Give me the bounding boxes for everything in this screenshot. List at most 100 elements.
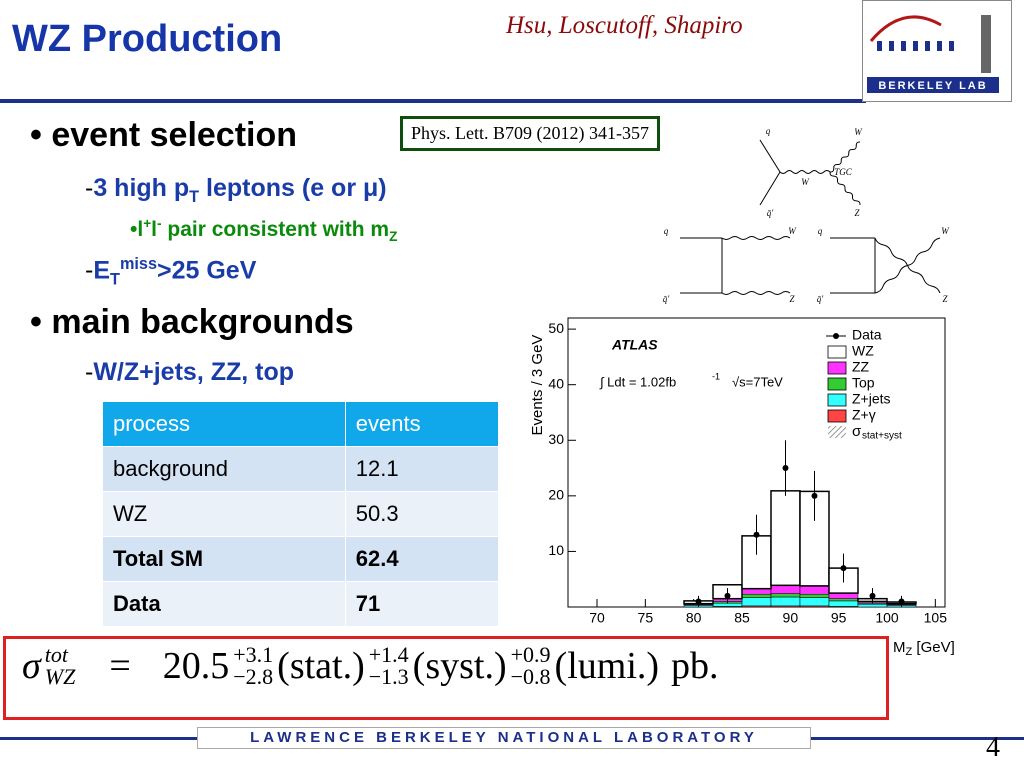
x-axis-label-part: [GeV] <box>912 639 955 656</box>
sub-sub-bullet: l+l- pair consistent with mZ <box>130 216 397 244</box>
table-row: background 12.1 <box>102 446 500 492</box>
histogram-bar <box>741 597 772 607</box>
diagram-label: Z <box>789 294 795 304</box>
data-point <box>753 531 760 538</box>
y-axis-label: Events / 3 GeV <box>529 335 546 436</box>
table-row: WZ 50.3 <box>102 491 500 537</box>
text: >25 GeV <box>157 256 257 285</box>
cell: WZ <box>102 491 346 537</box>
up: +0.9 <box>510 642 551 667</box>
histogram-bar <box>828 600 859 607</box>
data-point <box>811 492 818 499</box>
logo-text: BERKELEY LAB <box>878 80 987 92</box>
cell: 71 <box>344 581 500 627</box>
x-tick-label: 80 <box>686 610 702 626</box>
data-point <box>695 598 702 605</box>
boson-line <box>829 141 861 173</box>
boson-line <box>721 291 791 295</box>
x-tick-label: 70 <box>589 610 605 626</box>
unit: pb. <box>671 645 719 687</box>
logo-bar <box>867 77 999 93</box>
y-tick-label: 30 <box>548 431 564 447</box>
legend-label: σ <box>852 423 862 440</box>
bullet: main backgrounds <box>30 303 354 342</box>
diagram-label: W <box>941 226 950 236</box>
text: W/Z+jets, ZZ, top <box>93 358 295 386</box>
legend-swatch <box>828 426 846 438</box>
boson-line <box>721 236 791 240</box>
fermion-line <box>759 171 781 206</box>
superscript: tot <box>44 642 68 667</box>
page-number: 4 <box>986 732 1000 763</box>
formula: σ tot WZ = 20.5 +3.1 −2.8 (stat.) +1.4 −1.3… <box>22 644 719 688</box>
up: +1.4 <box>368 642 409 667</box>
uncertainty: +1.4 −1.3 <box>369 644 409 688</box>
diagram-label: TGC <box>834 167 853 177</box>
symbol: σ <box>22 645 41 687</box>
diagram-label: W <box>801 177 810 187</box>
subscript: Z <box>389 229 398 245</box>
bullet-text: main backgrounds <box>51 303 354 341</box>
legend-swatch <box>827 409 847 423</box>
cell: Data <box>102 581 346 627</box>
legend-label: Z+γ <box>852 407 876 423</box>
equals: = <box>109 645 131 687</box>
x-tick-label: 90 <box>783 610 799 626</box>
legend-swatch <box>827 345 847 359</box>
diagram-label: q̄′ <box>767 208 775 218</box>
legend-swatch <box>827 361 847 375</box>
experiment-label: ATLAS <box>611 337 658 353</box>
diagram-label: W <box>854 127 863 137</box>
text: 3 high p <box>93 174 190 202</box>
cell: Total SM <box>102 536 346 582</box>
histogram-bar <box>741 588 772 595</box>
diagram-label: Z <box>942 294 948 304</box>
subscript: WZ <box>44 664 76 689</box>
y-tick-label: 10 <box>548 542 564 558</box>
logo-arc <box>869 15 942 42</box>
legend-label: WZ <box>852 343 874 359</box>
footer-lab: LAWRENCE BERKELEY NATIONAL LABORATORY <box>197 727 811 749</box>
indices: tot WZ <box>45 644 76 688</box>
authors: Hsu, Loscutoff, Shapiro <box>506 12 743 39</box>
slide-title: WZ Production <box>12 18 283 60</box>
legend-symbol <box>833 333 839 339</box>
diagram-label: q̄′ <box>663 294 671 304</box>
diagram-label: Z <box>854 208 860 218</box>
title-rule <box>0 99 866 103</box>
logo: BERKELEY LAB <box>862 0 1012 102</box>
subscript: T <box>110 270 120 289</box>
histogram-bar <box>741 593 772 598</box>
uncertainty: +0.9 −0.8 <box>511 644 551 688</box>
luminosity: ∫ Ldt = 1.02fb <box>599 374 676 389</box>
x-tick-label: 75 <box>638 610 654 626</box>
bullet: event selection <box>30 116 297 155</box>
superscript: - <box>157 216 162 231</box>
x-axis-label-part: Z <box>906 646 913 658</box>
legend-label: Top <box>852 375 875 391</box>
legend-label: Z+jets <box>852 391 891 407</box>
histogram-bar <box>799 585 830 595</box>
formula-box <box>3 636 889 720</box>
histogram-bar <box>799 597 830 607</box>
x-axis-label: MZ [GeV] <box>893 639 955 658</box>
text: l <box>137 218 144 241</box>
diagram-label: q <box>664 226 669 236</box>
data-point <box>898 598 905 605</box>
data-point <box>840 565 847 572</box>
down: −0.8 <box>510 664 551 689</box>
cell: 62.4 <box>344 536 500 582</box>
text: E <box>93 256 111 285</box>
x-tick-label: 95 <box>831 610 847 626</box>
x-tick-label: 100 <box>875 610 899 626</box>
subscript: T <box>189 188 200 206</box>
text: l <box>151 218 158 241</box>
event-table: process events background 12.1 WZ 50.3 Tota… <box>102 401 500 627</box>
legend-label: ZZ <box>852 359 870 375</box>
sub-bullet: W/Z+jets, ZZ, top <box>85 358 294 387</box>
x-axis-label-part: M <box>893 639 906 656</box>
data-point <box>869 592 876 599</box>
luminosity-exponent: -1 <box>712 371 720 381</box>
